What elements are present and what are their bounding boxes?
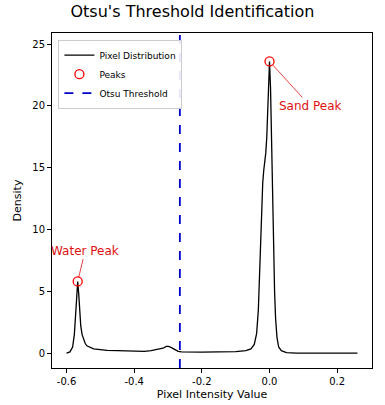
svg-text:0.0: 0.0 — [262, 376, 278, 387]
svg-text:20: 20 — [32, 100, 45, 111]
svg-text:Peaks: Peaks — [99, 70, 125, 80]
svg-text:5: 5 — [39, 286, 45, 297]
svg-text:Sand Peak: Sand Peak — [279, 99, 342, 113]
svg-text:Density: Density — [11, 179, 24, 221]
svg-text:Pixel Intensity Value: Pixel Intensity Value — [157, 388, 268, 401]
svg-text:Otsu Threshold: Otsu Threshold — [99, 89, 167, 99]
svg-text:Water Peak: Water Peak — [51, 244, 119, 258]
svg-text:Pixel Distribution: Pixel Distribution — [99, 51, 175, 61]
svg-text:25: 25 — [32, 39, 45, 50]
svg-text:-0.2: -0.2 — [192, 376, 212, 387]
svg-text:0: 0 — [39, 348, 45, 359]
svg-text:0.2: 0.2 — [329, 376, 345, 387]
svg-text:Otsu's Threshold Identificatio: Otsu's Threshold Identification — [70, 2, 314, 21]
svg-text:-0.6: -0.6 — [57, 376, 77, 387]
svg-text:-0.4: -0.4 — [124, 376, 144, 387]
svg-text:15: 15 — [32, 162, 45, 173]
svg-text:10: 10 — [32, 224, 45, 235]
